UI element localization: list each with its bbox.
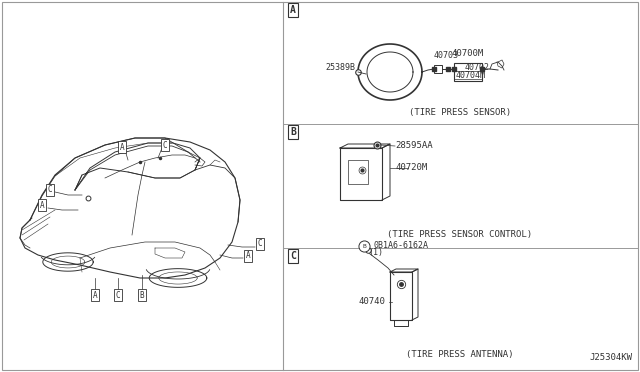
Text: (TIRE PRESS ANTENNA): (TIRE PRESS ANTENNA)	[406, 350, 514, 359]
Text: A: A	[40, 201, 44, 209]
Text: C: C	[48, 186, 52, 195]
Text: 28595AA: 28595AA	[395, 141, 433, 151]
Bar	[348, 160, 368, 184]
Text: 40740: 40740	[358, 298, 385, 307]
Text: B: B	[140, 291, 144, 299]
Text: 25389B: 25389B	[325, 64, 355, 73]
Text: A: A	[93, 291, 97, 299]
Text: (TIRE PRESS SENSOR CONTROL): (TIRE PRESS SENSOR CONTROL)	[387, 230, 532, 238]
Text: J25304KW: J25304KW	[589, 353, 632, 362]
Text: B: B	[362, 244, 366, 248]
Text: (1): (1)	[368, 248, 383, 257]
Text: A: A	[246, 251, 250, 260]
Bar	[434, 65, 442, 73]
Text: A: A	[290, 5, 296, 15]
Bar	[454, 71, 482, 79]
Text: 40704M: 40704M	[456, 71, 486, 80]
Text: 0B1A6-6162A: 0B1A6-6162A	[373, 241, 428, 250]
Text: 40700M: 40700M	[452, 49, 484, 58]
Text: (TIRE PRESS SENSOR): (TIRE PRESS SENSOR)	[409, 108, 511, 116]
Text: C: C	[163, 141, 167, 150]
Text: 40702: 40702	[465, 64, 490, 73]
Bar	[454, 63, 482, 81]
Text: B: B	[290, 127, 296, 137]
Text: C: C	[258, 240, 262, 248]
Text: A: A	[120, 142, 124, 151]
Text: C: C	[290, 251, 296, 261]
Text: 40703: 40703	[434, 51, 459, 60]
Text: 40720M: 40720M	[395, 164, 428, 173]
Text: C: C	[116, 291, 120, 299]
